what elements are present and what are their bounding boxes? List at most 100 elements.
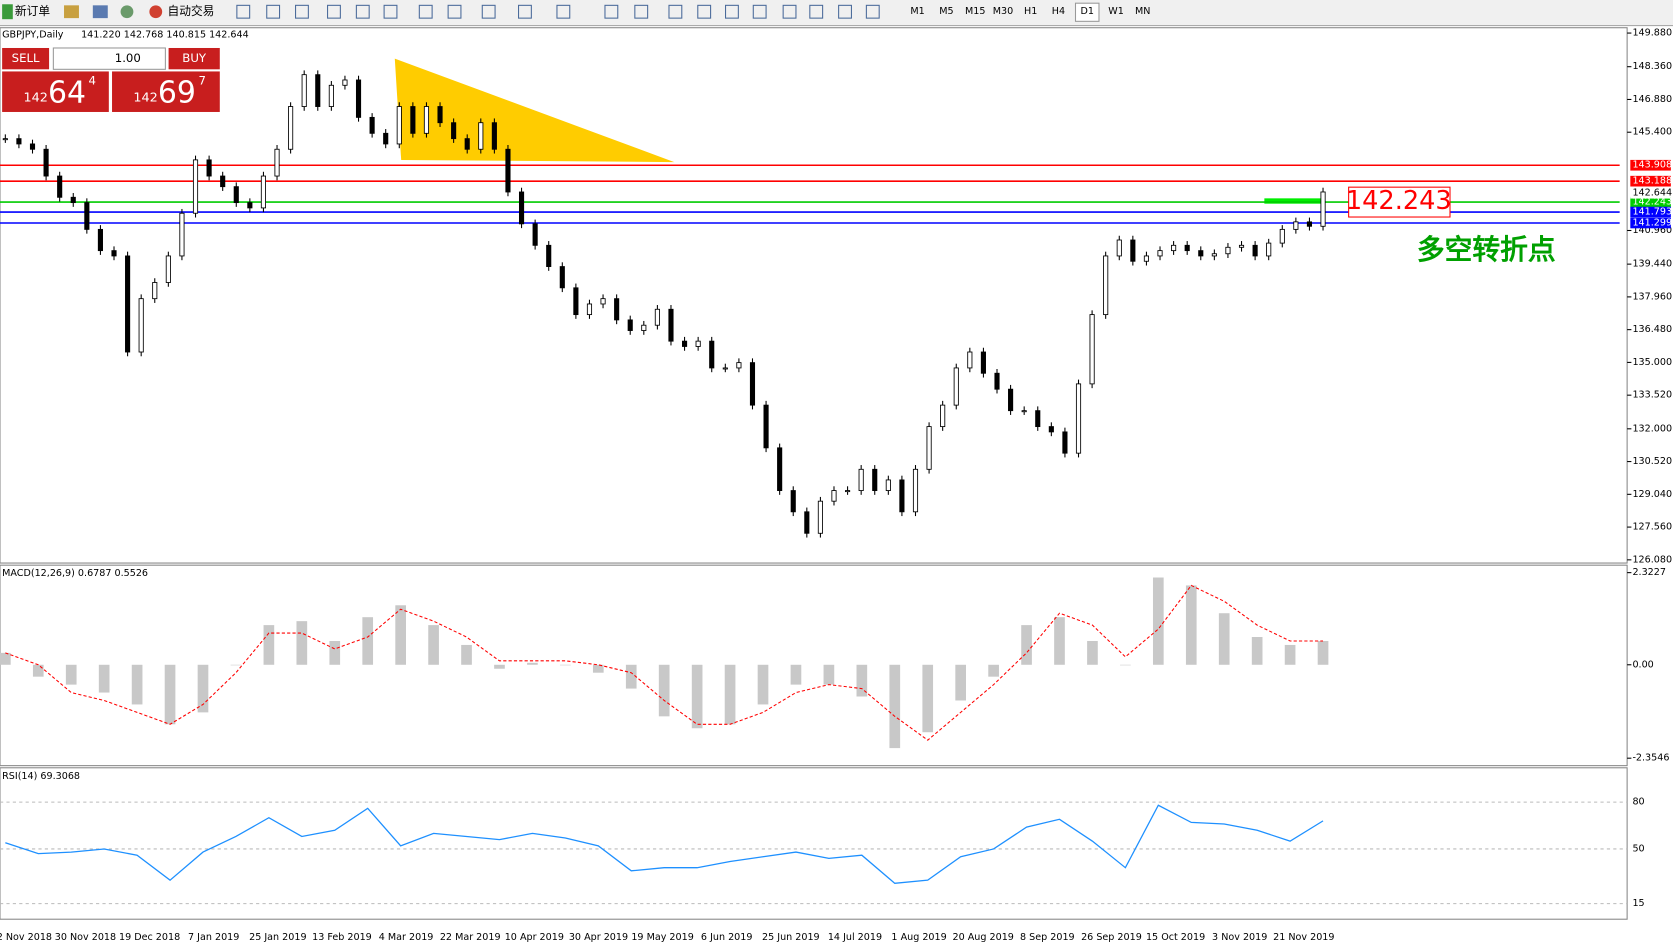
tool-button[interactable] — [518, 4, 532, 19]
x-tick-label: 30 Apr 2019 — [569, 932, 628, 943]
buy-price-box[interactable] — [112, 71, 220, 112]
candle-body — [1075, 383, 1082, 454]
tool-button[interactable] — [266, 4, 281, 19]
macd-bar — [658, 664, 670, 717]
macd-bar — [592, 664, 604, 673]
candle-body — [1252, 244, 1258, 257]
tool-button[interactable] — [327, 4, 341, 19]
tool-button[interactable] — [838, 4, 852, 19]
new-order[interactable]: 新订单 — [15, 4, 50, 18]
candle-body — [532, 223, 538, 246]
y-tick-label: 129.040 — [1632, 489, 1672, 500]
candle-body — [505, 148, 511, 193]
tool-button[interactable] — [782, 4, 797, 19]
sell-button[interactable] — [2, 47, 50, 70]
tool-button[interactable] — [383, 4, 398, 19]
buy-label[interactable]: BUY — [182, 51, 207, 65]
tool-button[interactable] — [725, 4, 739, 19]
tool-button[interactable] — [236, 4, 251, 19]
macd-bar — [1251, 637, 1263, 665]
y-tick-label: 139.440 — [1632, 259, 1672, 270]
macd-bar — [461, 644, 472, 665]
tool-button[interactable] — [634, 4, 649, 19]
sell-price-box[interactable] — [2, 71, 109, 112]
auto-trading[interactable]: 自动交易 — [168, 4, 215, 18]
candle-body — [369, 116, 375, 134]
candle-body — [491, 122, 497, 150]
candle-body — [872, 468, 878, 491]
tool-button[interactable] — [604, 4, 619, 19]
macd-bar — [1054, 617, 1065, 665]
y-tick-label: -2.3546 — [1632, 753, 1669, 764]
buy-button[interactable] — [168, 47, 220, 70]
candle-body — [1320, 191, 1326, 227]
candle-body — [1048, 426, 1054, 433]
candle-body — [206, 159, 212, 177]
candle-body — [1130, 239, 1136, 262]
macd-bar — [494, 664, 505, 669]
macd-bar — [197, 664, 209, 713]
tool-icon[interactable] — [120, 5, 134, 19]
x-tick-label: 14 Jul 2019 — [828, 932, 882, 943]
timeframe[interactable]: H1 — [1024, 6, 1037, 17]
candle-body — [912, 468, 919, 513]
x-tick-label: 25 Jun 2019 — [762, 932, 820, 943]
tool-button[interactable] — [752, 4, 767, 19]
lots[interactable]: 1.00 — [115, 51, 141, 65]
timeframe[interactable]: W1 — [1108, 6, 1124, 17]
timeframe[interactable]: MN — [1135, 6, 1150, 17]
lots-box[interactable] — [52, 47, 166, 70]
x-tick-label: 12 Nov 2018 — [0, 932, 52, 943]
tool-button[interactable] — [809, 4, 824, 19]
rsi-panel — [0, 767, 1628, 920]
macd-bar — [230, 664, 242, 666]
tool-button[interactable] — [865, 4, 880, 19]
timeframe[interactable]: H4 — [1052, 6, 1065, 17]
candle-body — [1211, 253, 1217, 257]
tool-button[interactable] — [355, 4, 370, 19]
macd-bar — [329, 640, 341, 665]
sell-label[interactable]: SELL — [12, 51, 40, 65]
tool-icon[interactable] — [92, 5, 108, 19]
candle-body — [1266, 242, 1272, 257]
note: 多空转折点 — [1417, 233, 1556, 266]
candle-body — [899, 479, 905, 513]
timeframe[interactable]: M5 — [939, 6, 953, 17]
macd-bar — [724, 664, 736, 725]
timeframe[interactable]: M1 — [910, 6, 924, 17]
annotation: 142.243 — [1346, 186, 1452, 216]
tool-icon[interactable] — [64, 5, 79, 19]
tool-button[interactable] — [295, 4, 309, 19]
macd-bar — [691, 664, 703, 729]
tool-button[interactable] — [418, 4, 433, 19]
sell-price-main: 64 — [48, 75, 86, 110]
candle-body — [288, 106, 294, 150]
candle-body — [1198, 250, 1204, 257]
macd-bar — [32, 664, 44, 677]
tool-button[interactable] — [447, 4, 462, 19]
macd-bar — [1317, 640, 1329, 665]
level-tag — [1630, 196, 1671, 208]
timeframe[interactable]: D1 — [1080, 6, 1093, 17]
tool-button[interactable] — [481, 4, 496, 19]
x-tick-label: 8 Sep 2019 — [1020, 932, 1075, 943]
level-tag — [1630, 206, 1671, 218]
candle-body — [980, 351, 986, 374]
timeframe[interactable]: M15 — [965, 6, 985, 17]
x-tick-label: 6 Jun 2019 — [701, 932, 753, 943]
auto-trading-icon[interactable] — [149, 5, 163, 19]
new-order-icon[interactable] — [2, 4, 13, 20]
tool-button[interactable] — [556, 4, 571, 19]
tool-button[interactable] — [697, 4, 712, 19]
y-tick-label: 127.560 — [1632, 522, 1672, 533]
timeframe[interactable]: M30 — [993, 6, 1013, 17]
candle-body — [1089, 314, 1095, 385]
macd-bar — [1185, 585, 1197, 665]
trade-panel: SELL 1.00 BUY 142 64 4 142 69 7 — [2, 47, 220, 112]
candle-body — [192, 159, 199, 214]
tool-button[interactable] — [668, 4, 683, 19]
level-tag — [1630, 159, 1671, 171]
candle-body — [668, 308, 674, 342]
symbol: GBPJPY,Daily — [2, 30, 64, 41]
